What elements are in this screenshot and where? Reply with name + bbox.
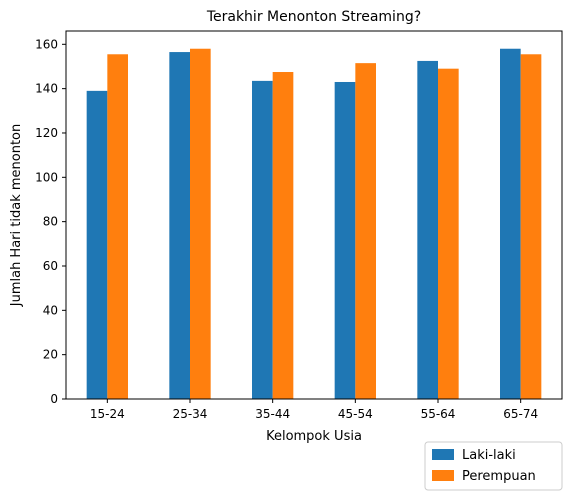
legend-swatch-laki-laki [432,449,454,460]
y-axis-label: Jumlah Hari tidak menonton [9,124,24,308]
plot-frame [65,30,563,400]
y-tick-label: 0 [50,392,58,406]
y-tick-label: 20 [43,348,58,362]
legend: Laki-laki Perempuan [424,441,563,491]
y-tick-label: 100 [35,170,58,184]
y-tick-label: 160 [35,37,58,51]
x-axis-label: Kelompok Usia [266,429,362,444]
bar-laki-laki-55-64 [417,60,438,400]
legend-label-laki-laki: Laki-laki [462,448,516,463]
bar-perempuan-65-74 [520,54,542,400]
y-tick-label: 140 [35,82,58,96]
y-tick-label: 60 [43,259,58,273]
x-axis-ticks: 15-24 25-34 35-44 45-54 55-64 65-74 [90,399,538,421]
bar-laki-laki-45-54 [334,81,356,400]
bar-perempuan-15-24 [107,54,128,400]
bar-laki-laki-25-34 [169,52,190,399]
y-tick-label: 40 [43,303,58,317]
chart-title: Terakhir Menonton Streaming? [206,9,421,25]
bar-laki-laki-15-24 [86,90,108,400]
y-axis-ticks: 0 20 40 60 80 100 120 140 160 [35,37,66,406]
y-tick-label: 120 [35,126,58,140]
legend-label-perempuan: Perempuan [462,469,536,484]
bar-perempuan-55-64 [438,68,459,400]
x-tick-label: 65-74 [503,407,538,421]
bar-laki-laki-65-74 [500,48,521,400]
bar-perempuan-35-44 [272,72,294,399]
x-tick-label: 25-34 [173,407,208,421]
x-tick-label: 55-64 [421,407,456,421]
bars-group [86,48,542,400]
legend-box [424,441,563,491]
bar-laki-laki-35-44 [252,80,273,399]
bar-perempuan-45-54 [355,63,376,399]
bar-perempuan-25-34 [190,48,211,400]
x-tick-label: 35-44 [255,407,290,421]
x-tick-label: 45-54 [338,407,373,421]
legend-swatch-perempuan [432,470,454,481]
x-tick-label: 15-24 [90,407,125,421]
y-tick-label: 80 [43,215,58,229]
